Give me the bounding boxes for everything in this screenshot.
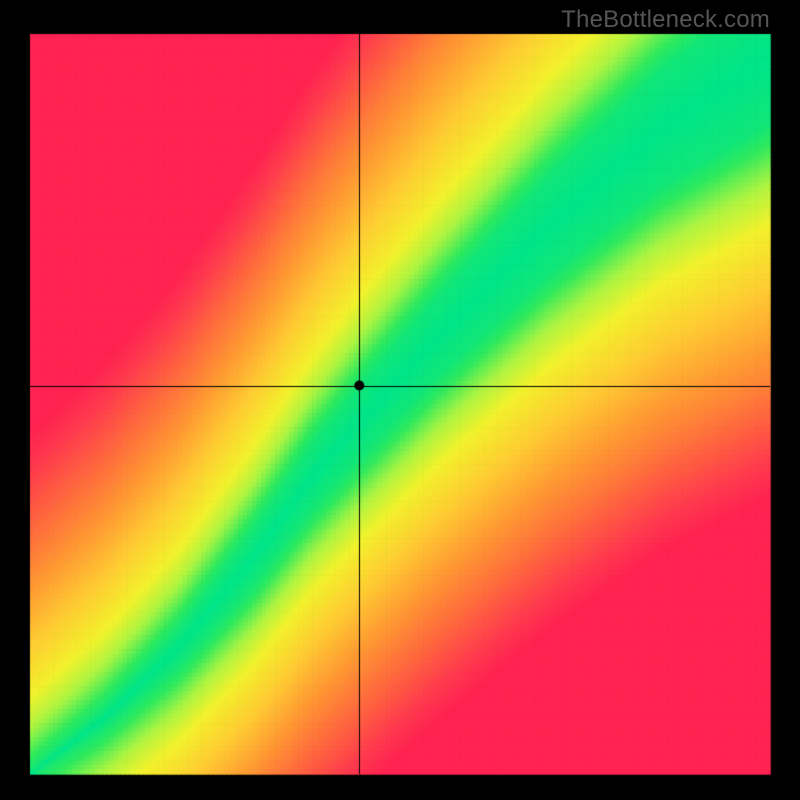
- watermark-text: TheBottleneck.com: [561, 6, 770, 34]
- chart-container: TheBottleneck.com: [0, 0, 800, 800]
- bottleneck-heatmap: [0, 0, 800, 800]
